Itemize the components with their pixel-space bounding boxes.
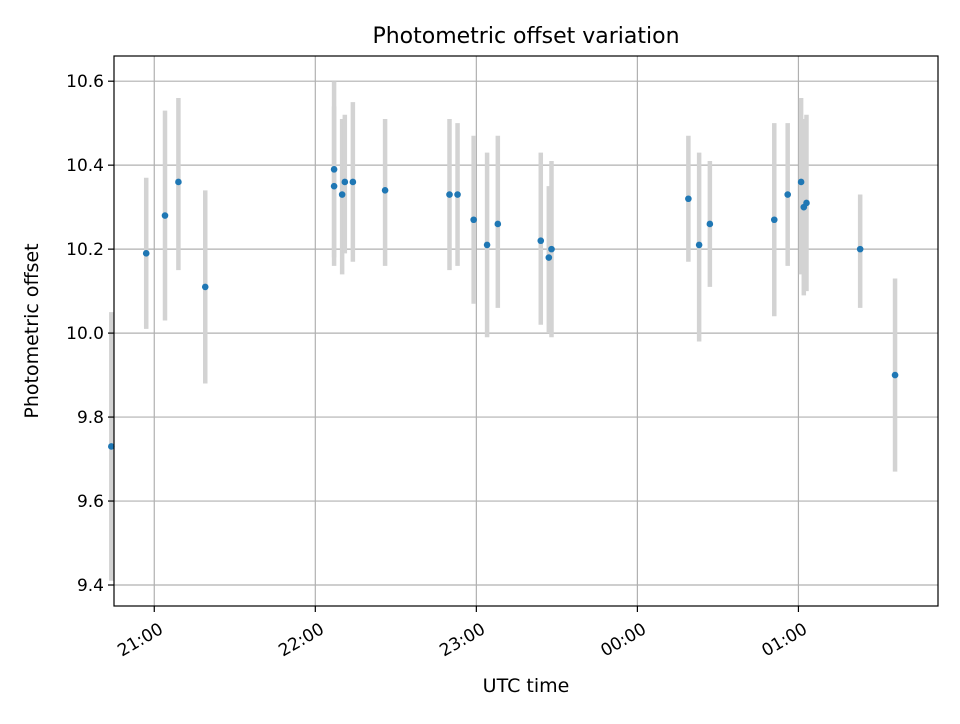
data-point <box>770 216 778 224</box>
y-tick-label: 9.6 <box>77 492 104 512</box>
data-point <box>341 178 349 186</box>
y-tick-label: 10.4 <box>66 156 104 176</box>
data-point <box>446 191 453 198</box>
y-axis-ticks: 9.4 9.6 9.8 10.0 10.2 10.4 10.6 <box>66 72 114 596</box>
y-axis-label: Photometric offset <box>21 243 43 418</box>
data-point <box>349 178 357 186</box>
data-point <box>494 220 502 228</box>
data-point <box>856 245 864 253</box>
data-point <box>454 191 461 198</box>
data-point <box>797 178 805 186</box>
data-point <box>891 371 899 379</box>
data-point <box>784 191 791 198</box>
y-tick-label: 9.8 <box>77 408 104 428</box>
data-point <box>803 199 810 207</box>
data-point <box>201 283 209 291</box>
data-point <box>330 182 338 190</box>
data-point <box>545 254 553 261</box>
data-point <box>338 191 346 198</box>
data-point <box>470 216 477 224</box>
data-point <box>175 178 182 186</box>
y-tick-label: 10.0 <box>66 324 104 344</box>
data-point <box>706 220 714 228</box>
data-point <box>108 443 115 450</box>
data-point <box>483 241 491 249</box>
data-point <box>537 237 545 245</box>
data-points <box>108 166 899 450</box>
data-point <box>548 245 555 253</box>
data-point <box>142 250 150 257</box>
data-point <box>695 241 703 249</box>
plot-frame <box>113 55 939 607</box>
chart-title: Photometric offset variation <box>372 24 679 49</box>
data-point <box>685 195 692 203</box>
y-tick-label: 10.2 <box>66 240 104 260</box>
data-point <box>330 166 338 173</box>
y-tick-label: 10.6 <box>66 72 104 92</box>
x-axis-label: UTC time <box>483 675 570 697</box>
data-point <box>161 212 169 219</box>
data-point <box>381 187 389 194</box>
y-tick-label: 9.4 <box>77 576 104 596</box>
